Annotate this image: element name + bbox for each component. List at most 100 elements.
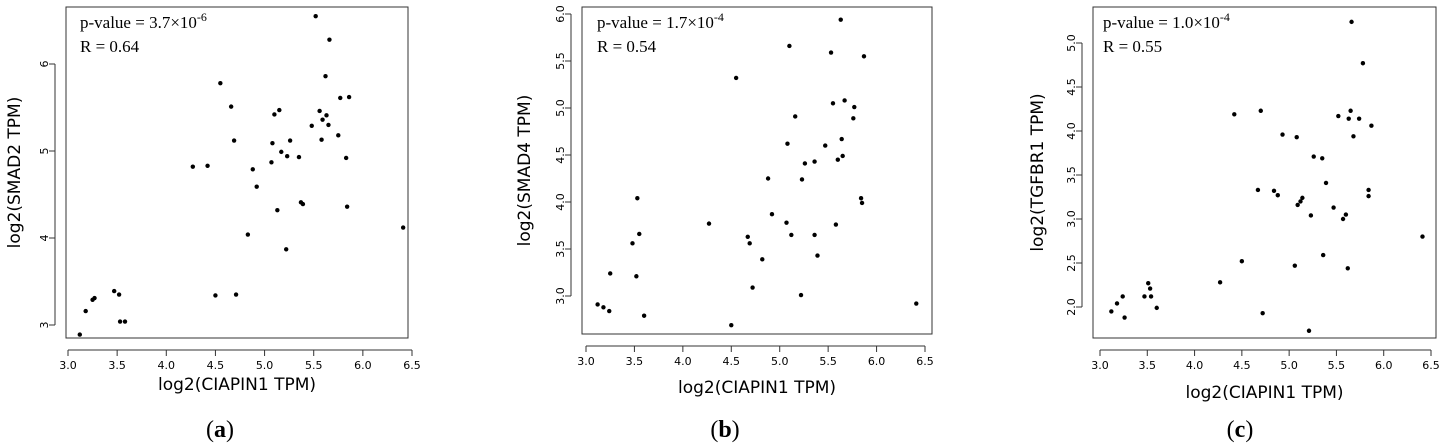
data-point bbox=[1294, 134, 1299, 140]
x-tick-label: 5.0 bbox=[256, 359, 274, 372]
data-point bbox=[313, 13, 318, 19]
y-tick-label: 3.5 bbox=[1065, 166, 1078, 184]
data-point bbox=[343, 155, 349, 161]
data-point bbox=[851, 116, 856, 121]
data-point bbox=[769, 212, 775, 217]
data-point bbox=[1295, 202, 1300, 208]
y-tick-label: 5 bbox=[38, 148, 51, 155]
x-tick-label: 3.0 bbox=[1091, 359, 1109, 372]
data-point bbox=[218, 80, 223, 86]
data-point bbox=[1306, 328, 1312, 333]
data-point bbox=[1148, 294, 1154, 299]
r-value-text: R = 0.55 bbox=[1103, 37, 1162, 56]
data-point bbox=[1298, 199, 1303, 204]
data-point bbox=[1331, 205, 1336, 210]
data-point bbox=[828, 50, 834, 55]
data-point bbox=[830, 101, 836, 106]
data-point bbox=[296, 154, 302, 160]
data-point bbox=[637, 231, 642, 237]
y-tick-label: 3.5 bbox=[554, 240, 567, 258]
data-point bbox=[595, 302, 600, 307]
x-tick-label: 3.5 bbox=[626, 355, 644, 368]
data-point bbox=[1420, 234, 1425, 239]
data-point bbox=[815, 253, 820, 258]
y-tick-label: 3.0 bbox=[554, 287, 567, 305]
x-tick-label: 3.5 bbox=[1139, 359, 1157, 372]
data-point bbox=[228, 104, 234, 109]
data-point bbox=[1275, 193, 1280, 198]
data-point bbox=[1232, 112, 1237, 117]
x-tick-label: 5.5 bbox=[305, 359, 323, 372]
x-tick-label: 6.0 bbox=[354, 359, 372, 372]
data-point bbox=[327, 37, 332, 42]
data-point bbox=[1340, 216, 1346, 222]
data-point bbox=[317, 108, 322, 114]
data-point bbox=[802, 161, 808, 166]
data-point bbox=[190, 164, 196, 169]
data-point bbox=[279, 149, 284, 155]
data-point bbox=[309, 123, 314, 128]
data-point bbox=[287, 138, 293, 143]
data-point bbox=[1360, 61, 1366, 66]
data-point bbox=[799, 177, 805, 182]
data-point bbox=[608, 271, 613, 276]
data-point bbox=[205, 163, 210, 168]
plot-frame bbox=[65, 6, 409, 339]
y-axis-label: log2(TGFBR1 TPM) bbox=[1028, 93, 1048, 251]
y-tick-label: 4.5 bbox=[554, 146, 567, 164]
x-tick-label: 3.0 bbox=[59, 359, 77, 372]
data-point bbox=[793, 114, 798, 119]
x-axis-label: log2(CIAPIN1 TPM) bbox=[1185, 383, 1343, 403]
y-tick-label: 4.5 bbox=[1065, 78, 1078, 96]
data-point bbox=[750, 285, 755, 290]
data-point bbox=[77, 332, 82, 337]
data-point bbox=[1366, 187, 1371, 193]
data-point bbox=[1346, 116, 1351, 121]
data-point bbox=[1255, 187, 1261, 193]
data-point bbox=[914, 301, 919, 306]
r-value-text: R = 0.54 bbox=[597, 37, 657, 56]
data-point bbox=[320, 117, 325, 122]
y-tick-label: 4.0 bbox=[1065, 122, 1078, 140]
data-point bbox=[1122, 315, 1127, 320]
p-value-text: p-value = 1.0×10-4 bbox=[1103, 10, 1230, 32]
data-point bbox=[1343, 212, 1349, 217]
x-tick-label: 6.5 bbox=[916, 355, 934, 368]
data-point bbox=[1323, 180, 1329, 186]
data-point bbox=[1356, 116, 1362, 121]
data-point bbox=[1345, 266, 1350, 271]
data-point bbox=[823, 143, 828, 148]
data-point bbox=[277, 107, 282, 113]
p-value-text: p-value = 1.7×10-4 bbox=[597, 10, 724, 32]
data-point bbox=[324, 113, 329, 118]
data-point bbox=[1349, 19, 1354, 25]
data-point bbox=[122, 319, 128, 324]
panel-label: (c) bbox=[1227, 417, 1254, 443]
x-tick-label: 3.5 bbox=[108, 359, 126, 372]
data-point bbox=[729, 322, 734, 328]
data-point bbox=[233, 292, 239, 297]
data-point bbox=[111, 288, 117, 294]
data-point bbox=[858, 196, 864, 201]
data-point bbox=[1300, 195, 1305, 201]
x-tick-label: 4.5 bbox=[207, 359, 225, 372]
data-point bbox=[1120, 294, 1125, 299]
data-point bbox=[338, 95, 343, 101]
data-point bbox=[300, 201, 306, 207]
data-point bbox=[1142, 294, 1147, 299]
data-point bbox=[92, 295, 97, 301]
data-point bbox=[117, 319, 123, 324]
data-point bbox=[1260, 310, 1265, 316]
y-tick-label: 4 bbox=[38, 235, 51, 242]
y-axis-label: log2(SMAD4 TPM) bbox=[515, 95, 535, 247]
y-tick-label: 3 bbox=[38, 322, 51, 329]
data-point bbox=[213, 293, 218, 298]
data-point bbox=[245, 232, 251, 237]
data-point bbox=[1311, 154, 1316, 159]
data-point bbox=[1217, 280, 1223, 285]
data-point bbox=[1369, 123, 1374, 128]
data-point bbox=[326, 122, 331, 128]
data-point bbox=[634, 274, 639, 279]
data-point bbox=[787, 43, 792, 49]
data-point bbox=[1292, 263, 1298, 268]
